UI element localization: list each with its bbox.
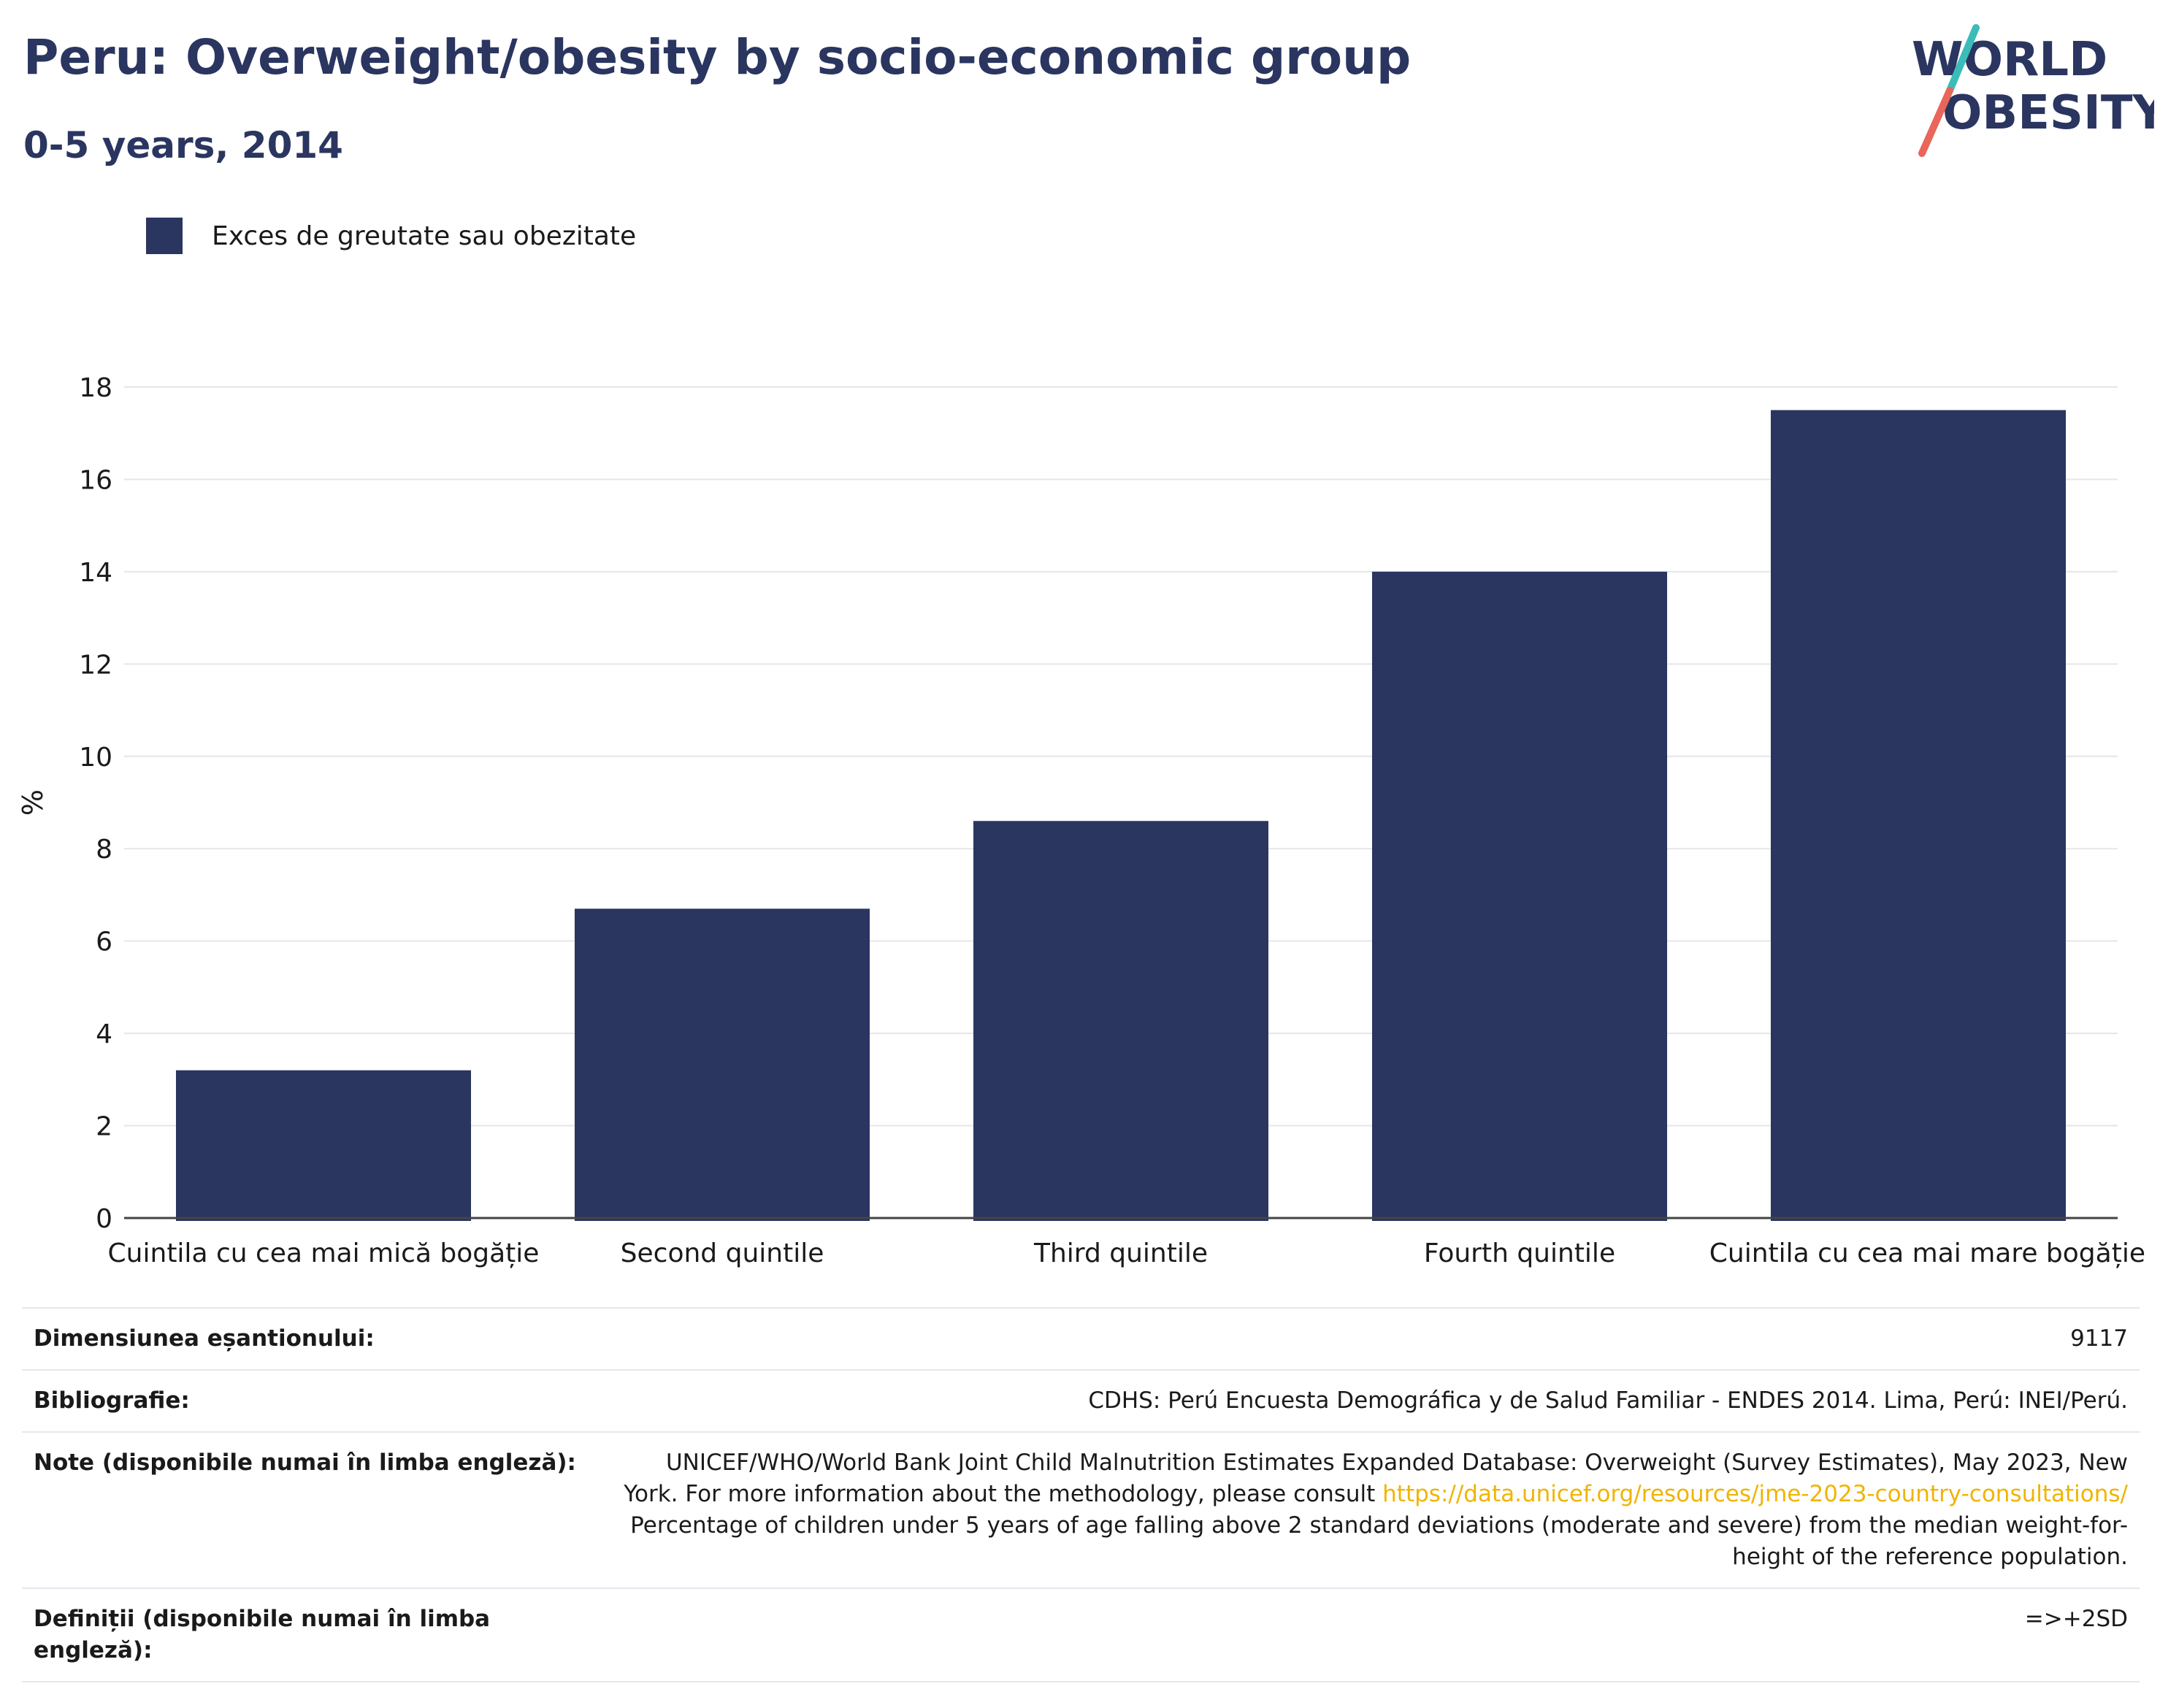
bar-chart: 0 2 4 6 8 10 12 14 16 18 Cuintila cu cea mai mică… [17, 373, 2145, 1268]
legend-swatch [146, 218, 183, 254]
meta-label: Note (disponibile numai în limba engleză… [22, 1431, 600, 1588]
bar [574, 908, 870, 1221]
y-tick-label: 2 [96, 1112, 112, 1142]
meta-value: CDHS: Perú Encuesta Demográfica y de Sal… [600, 1369, 2140, 1432]
y-tick-label: 10 [79, 743, 112, 773]
y-tick-label: 14 [79, 558, 112, 588]
chart-legend: Exces de greutate sau obezitate [146, 218, 636, 254]
world-obesity-logo: WORLD OBESITY [1912, 24, 2154, 157]
bar [1371, 571, 1668, 1221]
y-axis-label: % [17, 789, 49, 816]
meta-value: 9117 [600, 1307, 2140, 1370]
meta-value: =>+2SD [600, 1588, 2140, 1682]
meta-label: Bibliografie: [22, 1369, 600, 1432]
bar [175, 1070, 472, 1221]
y-tick-label: 4 [96, 1019, 112, 1049]
notes-text-after: Percentage of children under 5 years of … [630, 1512, 2128, 1570]
logo-slash-bottom [1918, 87, 1953, 157]
logo-slash-top [1946, 24, 1980, 94]
logo-line-2: OBESITY [1942, 86, 2154, 140]
meta-label: Definiții (disponibile numai în limba en… [22, 1588, 600, 1682]
metadata-table: Dimensiunea eșantionului: 9117 Bibliogra… [22, 1307, 2140, 1682]
logo-line-1: WORLD [1912, 33, 2107, 87]
legend-label: Exces de greutate sau obezitate [212, 221, 637, 251]
x-tick-label: Cuintila cu cea mai mică bogăție [108, 1238, 540, 1268]
meta-label: Dimensiunea eșantionului: [22, 1307, 600, 1370]
y-tick-label: 18 [79, 373, 112, 403]
chart-subtitle: 0-5 years, 2014 [23, 124, 343, 166]
meta-value: UNICEF/WHO/World Bank Joint Child Malnut… [600, 1431, 2140, 1588]
y-tick-label: 8 [96, 835, 112, 865]
notes-link[interactable]: https://data.unicef.org/resources/jme-20… [1382, 1481, 2128, 1507]
x-tick-label: Second quintile [621, 1238, 824, 1268]
chart-title: Peru: Overweight/obesity by socio-econom… [23, 29, 1412, 85]
meta-row-definitions: Definiții (disponibile numai în limba en… [22, 1588, 2140, 1682]
meta-row-sample-size: Dimensiunea eșantionului: 9117 [22, 1307, 2140, 1370]
x-tick-label: Fourth quintile [1424, 1238, 1615, 1268]
y-tick-label: 0 [96, 1204, 112, 1234]
x-tick-label: Third quintile [1033, 1238, 1208, 1268]
x-axis-ticks: Cuintila cu cea mai mică bogăție Second q… [108, 1238, 2145, 1268]
x-tick-label: Cuintila cu cea mai mare bogăție [1709, 1238, 2145, 1268]
meta-row-notes: Note (disponibile numai în limba engleză… [22, 1431, 2140, 1588]
bars [175, 410, 2067, 1221]
notes-text-before: UNICEF/WHO/World Bank Joint Child Malnut… [624, 1449, 2128, 1507]
y-axis-ticks: 0 2 4 6 8 10 12 14 16 18 [79, 373, 112, 1234]
y-tick-label: 12 [79, 650, 112, 680]
bar [973, 821, 1269, 1221]
y-tick-label: 6 [96, 927, 112, 957]
bar [1770, 410, 2067, 1221]
y-tick-label: 16 [79, 465, 112, 495]
meta-row-bibliography: Bibliografie: CDHS: Perú Encuesta Demogr… [22, 1369, 2140, 1432]
